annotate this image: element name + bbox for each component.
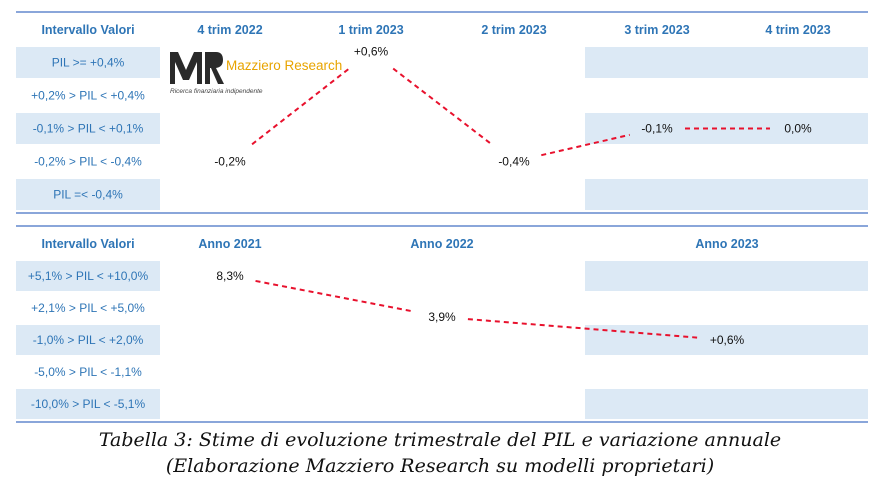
data-label: +0,6%: [710, 333, 745, 347]
band-label: -5,0% > PIL < -1,1%: [34, 365, 142, 379]
trend-segment: [467, 318, 698, 339]
mr-monogram-icon: [170, 52, 224, 84]
band-label-shade: [16, 261, 160, 291]
trend-segment: [251, 67, 350, 146]
band-label-shade: [16, 179, 160, 210]
band-label-shade: [16, 325, 160, 355]
column-header: Anno 2021: [198, 237, 261, 251]
data-label: 3,9%: [428, 310, 456, 324]
band-label-shade: [16, 47, 160, 78]
column-header: 1 trim 2023: [338, 23, 403, 37]
data-label: -0,4%: [498, 155, 530, 169]
band-label: -0,2% > PIL < -0,4%: [34, 155, 142, 169]
band-label: PIL >= +0,4%: [52, 56, 125, 70]
trend-segment: [255, 279, 413, 313]
column-header: 3 trim 2023: [624, 23, 689, 37]
caption-line-2: (Elaborazione Mazziero Research su model…: [165, 455, 715, 477]
band-label-shade: [16, 113, 160, 144]
logo-tagline: Ricerca finanziaria indipendente: [170, 88, 263, 95]
band-label: +0,2% > PIL < +0,4%: [31, 89, 145, 103]
column-header: 4 trim 2022: [197, 23, 262, 37]
data-label: -0,2%: [214, 155, 246, 169]
band-column-shade: [585, 179, 868, 210]
band-label-shade: [16, 389, 160, 419]
band-label: -1,0% > PIL < +2,0%: [33, 333, 144, 347]
logo-brand: Mazziero Research: [226, 58, 342, 73]
band-column-shade: [585, 47, 868, 78]
band-label: +2,1% > PIL < +5,0%: [31, 301, 145, 315]
quarterly-estimate-table: PIL >= +0,4% +0,2% > PIL < +0,4% -0,1% > P…: [16, 11, 868, 214]
column-header: 4 trim 2023: [765, 23, 830, 37]
gdp-estimate-table-chart: PIL >= +0,4% +0,2% > PIL < +0,4% -0,1% > P…: [16, 11, 868, 423]
column-header: 2 trim 2023: [481, 23, 546, 37]
band-column-shade: [585, 325, 868, 355]
band-column-shade: [585, 261, 868, 291]
data-label: -0,1%: [641, 122, 673, 136]
column-header-intervallo: Intervallo Valori: [41, 237, 134, 251]
data-label: 8,3%: [216, 269, 244, 283]
band-label: -10,0% > PIL < -5,1%: [31, 397, 146, 411]
data-label: 0,0%: [784, 122, 812, 136]
caption-line-1: Tabella 3: Stime di evoluzione trimestra…: [98, 429, 782, 451]
band-column-shade: [585, 113, 868, 144]
band-column-shade: [585, 389, 868, 419]
column-header: Anno 2023: [695, 237, 758, 251]
data-label: +0,6%: [354, 45, 389, 59]
trend-segment: [392, 67, 493, 146]
column-header-intervallo: Intervallo Valori: [41, 23, 134, 37]
mazziero-research-logo: Mazziero Research Ricerca finanziaria in…: [170, 52, 342, 95]
annual-estimate-table: +5,1% > PIL < +10,0% +2,1% > PIL < +5,0% -…: [16, 225, 868, 423]
band-label: PIL =< -0,4%: [53, 188, 123, 202]
trend-segment: [541, 133, 630, 157]
band-label: -0,1% > PIL < +0,1%: [33, 122, 144, 136]
band-label: +5,1% > PIL < +10,0%: [28, 269, 149, 283]
column-header: Anno 2022: [410, 237, 473, 251]
